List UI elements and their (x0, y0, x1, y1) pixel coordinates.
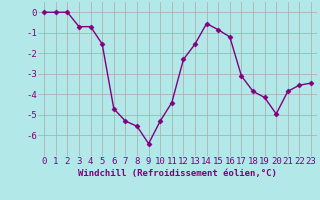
X-axis label: Windchill (Refroidissement éolien,°C): Windchill (Refroidissement éolien,°C) (78, 169, 277, 178)
